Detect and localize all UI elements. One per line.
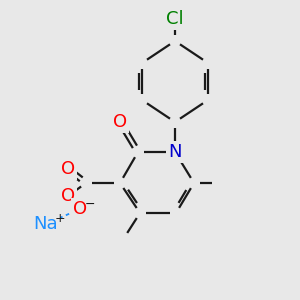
Text: N: N [168, 143, 182, 161]
Text: O: O [73, 200, 87, 218]
Text: O: O [61, 160, 75, 178]
Text: Na: Na [34, 215, 58, 233]
Text: Cl: Cl [166, 10, 184, 28]
Text: O: O [113, 113, 127, 131]
Text: +: + [55, 212, 65, 226]
Text: O: O [61, 187, 75, 205]
Text: −: − [85, 197, 95, 211]
